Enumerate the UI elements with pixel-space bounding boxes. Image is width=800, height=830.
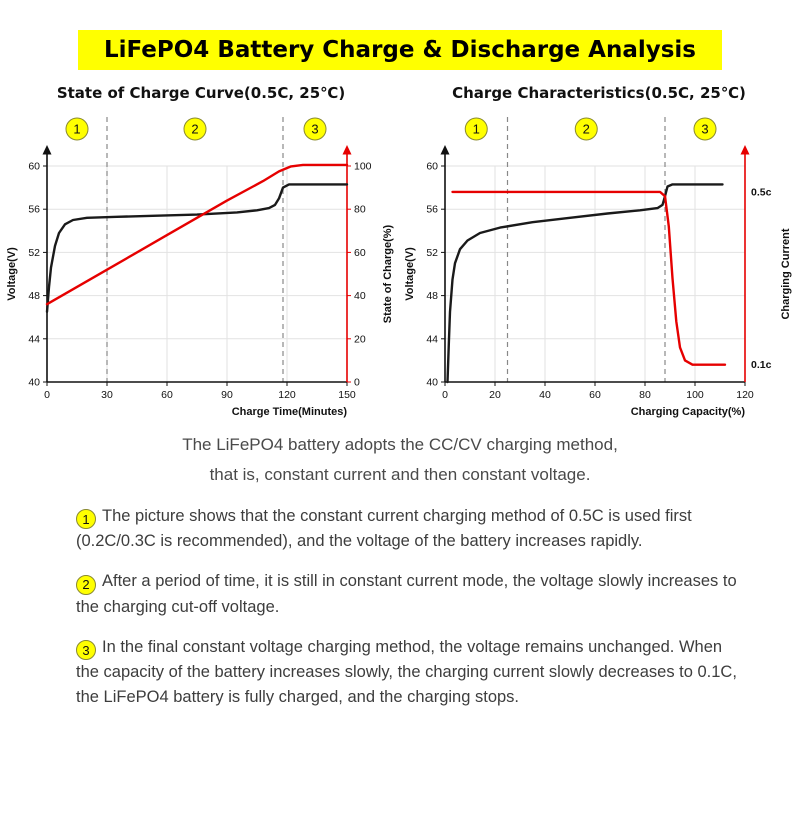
intro-line-2: that is, constant current and then const…	[209, 464, 591, 484]
svg-text:48: 48	[28, 290, 40, 302]
notes-section: 1 The picture shows that the constant cur…	[76, 504, 742, 710]
charge-characteristics-plot: 0 20 40 60 80 100 120 40 44 48 52 56 60 0.5c 0.1c 1 2 3 Vo…	[404, 117, 792, 418]
svg-text:100: 100	[686, 389, 704, 401]
svg-text:20: 20	[489, 389, 501, 401]
svg-text:44: 44	[426, 333, 438, 345]
svg-text:60: 60	[426, 161, 438, 173]
svg-text:40: 40	[539, 389, 551, 401]
svg-text:Voltage(V): Voltage(V)	[6, 247, 18, 301]
svg-text:40: 40	[28, 377, 40, 389]
svg-text:0: 0	[442, 389, 448, 401]
intro-line-1: The LiFePO4 battery adopts the CC/CV cha…	[182, 435, 618, 454]
svg-text:0.5c: 0.5c	[751, 186, 772, 198]
svg-text:60: 60	[589, 389, 601, 401]
svg-text:80: 80	[639, 389, 651, 401]
svg-text:Charging Capacity(%): Charging Capacity(%)	[631, 406, 746, 418]
svg-text:1: 1	[473, 122, 480, 137]
svg-text:0: 0	[44, 389, 50, 401]
svg-text:80: 80	[354, 204, 366, 216]
intro-text: The LiFePO4 battery adopts the CC/CV cha…	[0, 430, 800, 490]
svg-text:100: 100	[354, 161, 372, 173]
svg-text:56: 56	[28, 204, 40, 216]
note-item-2: 2 After a period of time, it is still in …	[76, 569, 742, 620]
svg-text:Voltage(V): Voltage(V)	[404, 247, 416, 301]
banner-row: LiFePO4 Battery Charge & Discharge Analy…	[0, 30, 800, 70]
page: LiFePO4 Battery Charge & Discharge Analy…	[0, 30, 800, 710]
svg-text:120: 120	[736, 389, 754, 401]
svg-text:52: 52	[28, 247, 40, 259]
svg-text:48: 48	[426, 290, 438, 302]
svg-text:60: 60	[161, 389, 173, 401]
svg-text:56: 56	[426, 204, 438, 216]
svg-text:44: 44	[28, 333, 40, 345]
svg-text:60: 60	[28, 161, 40, 173]
svg-text:40: 40	[354, 290, 366, 302]
svg-text:60: 60	[354, 247, 366, 259]
svg-text:120: 120	[278, 389, 296, 401]
charge-characteristics-chart-title: Charge Characteristics(0.5C, 25℃)	[452, 84, 746, 102]
svg-text:0: 0	[354, 377, 360, 389]
svg-text:2: 2	[583, 122, 590, 137]
charge-characteristics-chart: Charge Characteristics(0.5C, 25℃) 0 20 40 6…	[400, 84, 798, 422]
svg-text:Charge Time(Minutes): Charge Time(Minutes)	[232, 406, 348, 418]
svg-text:3: 3	[701, 122, 708, 137]
svg-text:1: 1	[73, 122, 80, 137]
note-number-badge-1: 1	[76, 509, 96, 530]
svg-text:52: 52	[426, 247, 438, 259]
note-text-1: The picture shows that the constant curr…	[76, 506, 692, 551]
svg-text:0.1c: 0.1c	[751, 359, 772, 371]
svg-text:State of Charge(%): State of Charge(%)	[382, 224, 394, 323]
svg-text:Charging Current: Charging Current	[780, 228, 792, 319]
svg-text:2: 2	[191, 122, 198, 137]
title-banner: LiFePO4 Battery Charge & Discharge Analy…	[77, 30, 722, 70]
svg-text:150: 150	[338, 389, 356, 401]
charts-row: State of Charge Curve(0.5C, 25℃) 0 30 60 90…	[0, 84, 800, 422]
svg-text:30: 30	[101, 389, 113, 401]
svg-text:20: 20	[354, 333, 366, 345]
page-title: LiFePO4 Battery Charge & Discharge Analy…	[103, 37, 696, 63]
svg-text:3: 3	[311, 122, 318, 137]
soc-curve-chart-title: State of Charge Curve(0.5C, 25℃)	[56, 84, 346, 102]
svg-text:90: 90	[221, 389, 233, 401]
note-text-2: After a period of time, it is still in c…	[76, 572, 737, 616]
note-text-3: In the final constant voltage charging m…	[76, 637, 737, 707]
soc-curve-plot: 0 30 60 90 120 150 40 44 48 52 56 60 0 20 40 60 80 100 1 2 3…	[6, 117, 394, 418]
note-item-3: 3 In the final constant voltage charging …	[76, 635, 742, 710]
svg-text:40: 40	[426, 377, 438, 389]
note-number-badge-3: 3	[76, 640, 96, 661]
note-number-badge-2: 2	[76, 574, 96, 595]
soc-curve-chart: State of Charge Curve(0.5C, 25℃) 0 30 60 90…	[2, 84, 400, 422]
note-item-1: 1 The picture shows that the constant cur…	[76, 504, 742, 555]
